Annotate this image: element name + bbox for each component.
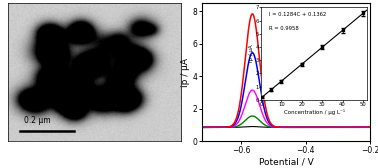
Y-axis label: ip / μA: ip / μA bbox=[181, 58, 190, 87]
X-axis label: Potential / V: Potential / V bbox=[259, 158, 314, 167]
Text: 0.2 μm: 0.2 μm bbox=[24, 116, 51, 125]
